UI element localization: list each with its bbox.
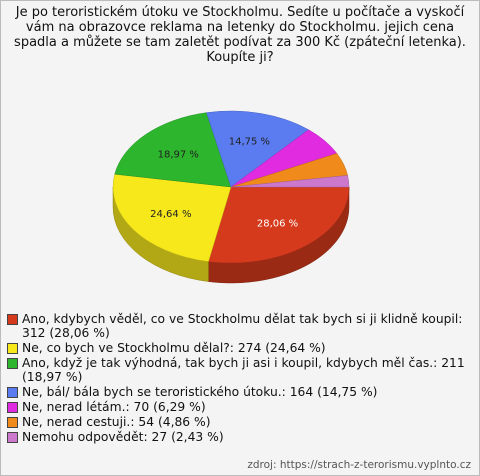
slice-label: 24,64 %	[150, 209, 191, 220]
legend-item: Ne, co bych ve Stockholmu dělal?: 274 (2…	[7, 341, 475, 355]
source: zdroj: https://strach-z-terorismu.vyplnt…	[247, 459, 471, 471]
pie-slice	[230, 175, 350, 188]
legend-swatch	[7, 387, 18, 398]
slice-label: 28,06 %	[257, 218, 298, 229]
pie-slice	[112, 173, 232, 262]
pie-slice	[206, 110, 310, 188]
legend-label: Ano, když je tak výhodná, tak bych ji as…	[22, 356, 465, 384]
legend: Ano, kdybych věděl, co ve Stockholmu děl…	[7, 312, 475, 445]
legend-item: Ano, když je tak výhodná, tak bych ji as…	[7, 356, 475, 384]
legend-item: Nemohu odpovědět: 27 (2,43 %)	[7, 430, 475, 444]
slice-label: 14,75 %	[229, 136, 270, 147]
pie-slice	[208, 186, 350, 264]
pie-chart: 28,06 % 24,64 % 18,97 % 14,75 %	[112, 110, 350, 284]
legend-label: Ne, co bych ve Stockholmu dělal?: 274 (2…	[22, 341, 326, 355]
legend-swatch	[7, 432, 18, 443]
legend-label: Ne, nerad cestuji.: 54 (4,86 %)	[22, 415, 211, 429]
chart-title: Je po teroristickém útoku ve Stockholmu.…	[14, 5, 466, 65]
legend-swatch	[7, 343, 18, 354]
slice-label: 18,97 %	[158, 149, 199, 160]
legend-label: Ne, nerad létám.: 70 (6,29 %)	[22, 400, 206, 414]
legend-label: Ano, kdybych věděl, co ve Stockholmu děl…	[22, 312, 463, 340]
legend-label: Ne, bál/ bála bych se teroristického úto…	[22, 385, 378, 399]
legend-label: Nemohu odpovědět: 27 (2,43 %)	[22, 430, 224, 444]
legend-swatch	[7, 358, 18, 369]
legend-item: Ano, kdybych věděl, co ve Stockholmu děl…	[7, 312, 475, 340]
legend-swatch	[7, 314, 18, 325]
legend-swatch	[7, 402, 18, 413]
pie-slice	[114, 112, 232, 188]
legend-item: Ne, bál/ bála bych se teroristického úto…	[7, 385, 475, 399]
legend-swatch	[7, 417, 18, 428]
legend-item: Ne, nerad cestuji.: 54 (4,86 %)	[7, 415, 475, 429]
legend-item: Ne, nerad létám.: 70 (6,29 %)	[7, 400, 475, 414]
